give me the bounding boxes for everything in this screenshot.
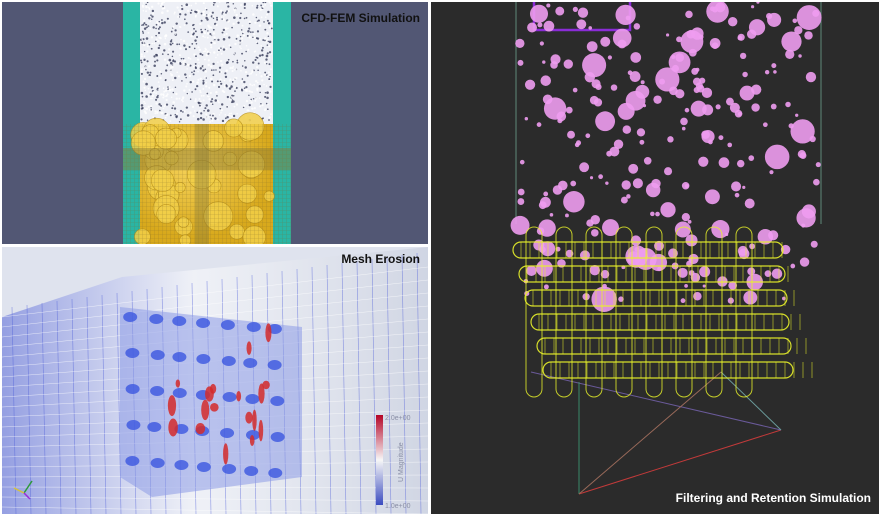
- filtering-panel: Filtering and Retention Simulation: [431, 2, 879, 514]
- structure-knobs: [123, 312, 285, 478]
- filter-band: [123, 148, 291, 170]
- filtering-render: [431, 2, 879, 514]
- panel-caption: Mesh Erosion: [341, 252, 420, 266]
- colorbar-min-label: 1.0e+00: [385, 503, 411, 510]
- mesh-erosion-render: 2.0e+00 1.0e+00 U Magnitude: [2, 247, 428, 514]
- color-bar: [376, 415, 383, 505]
- eroded-structure: [120, 307, 302, 497]
- bounding-box: [515, 2, 822, 495]
- axes-triad: [13, 480, 33, 500]
- erosion-hotspots: [167, 323, 272, 465]
- panel-caption: Filtering and Retention Simulation: [675, 491, 871, 505]
- cfd-fem-render: [2, 2, 428, 244]
- particle-dots: [139, 2, 273, 123]
- colorbar-max-label: 2.0e+00: [385, 415, 411, 422]
- cfd-fem-panel: CFD-FEM Simulation: [2, 2, 428, 244]
- colorbar-title: U Magnitude: [398, 442, 405, 482]
- wire-filter: [512, 226, 813, 398]
- panel-caption: CFD-FEM Simulation: [301, 11, 420, 25]
- mesh-erosion-panel: 2.0e+00 1.0e+00 U Magnitude Mesh Erosion: [2, 247, 428, 514]
